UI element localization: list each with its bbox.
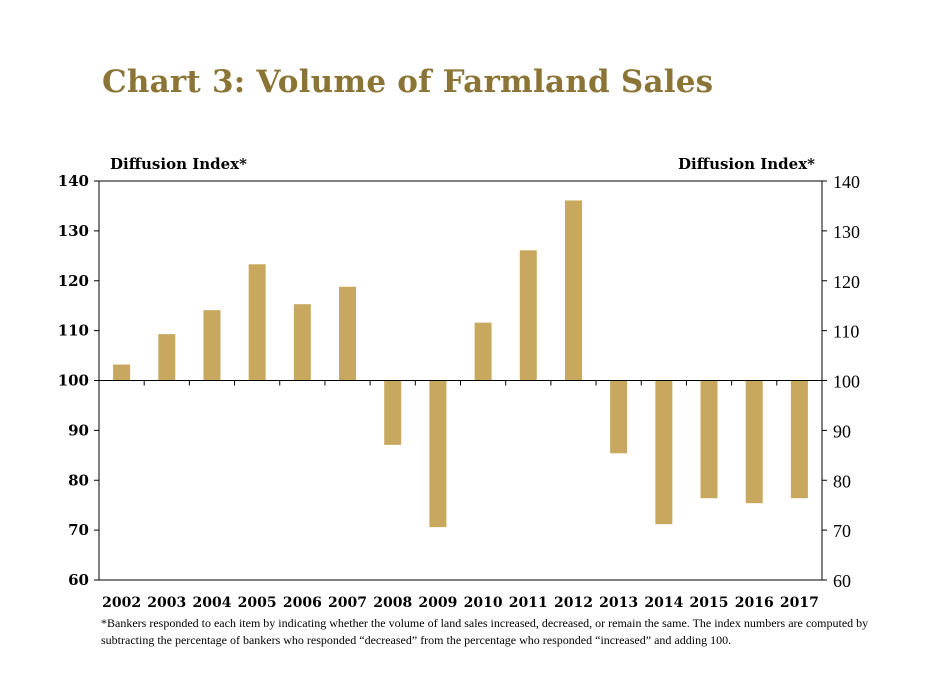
bar-2015 (700, 380, 718, 499)
x-tick-label-2002: 2002 (102, 595, 141, 611)
y-tick-label-right: 120 (833, 272, 860, 292)
y-tick-label-right: 70 (833, 521, 851, 541)
bar-2013 (610, 380, 628, 454)
y-tick-label-left: 130 (58, 222, 89, 240)
x-tick-label-2008: 2008 (373, 595, 412, 611)
y-tick-label-right: 140 (833, 172, 860, 192)
y-tick-label-left: 110 (58, 322, 89, 340)
footnote: *Bankers responded to each item by indic… (101, 616, 869, 647)
y-tick-label-left: 90 (68, 421, 89, 439)
x-tick-label-2006: 2006 (283, 595, 322, 611)
y-tick-label-right: 60 (833, 571, 851, 591)
right-axis-title: Diffusion Index* (678, 155, 815, 173)
y-tick-label-right: 90 (833, 421, 851, 441)
bar-2006 (293, 304, 311, 381)
x-tick-label-2011: 2011 (509, 595, 548, 611)
y-tick-label-right: 100 (833, 372, 860, 392)
x-tick-label-2005: 2005 (238, 595, 277, 611)
x-tick-label-2013: 2013 (599, 595, 638, 611)
bar-2007 (339, 286, 357, 381)
y-tick-label-right: 110 (833, 322, 859, 342)
x-tick-label-2003: 2003 (147, 595, 186, 611)
y-tick-label-right: 130 (833, 222, 860, 242)
bar-2012 (564, 200, 582, 381)
bar-2003 (158, 334, 176, 381)
y-tick-label-left: 60 (68, 571, 89, 589)
bar-2002 (113, 364, 131, 381)
bar-2009 (429, 380, 447, 528)
bar-2017 (790, 380, 808, 499)
bar-2005 (248, 264, 266, 381)
x-tick-label-2014: 2014 (644, 595, 683, 611)
chart-title: Chart 3: Volume of Farmland Sales (102, 64, 714, 100)
left-axis-title: Diffusion Index* (110, 155, 247, 173)
bar-2008 (384, 380, 402, 445)
bar-2011 (519, 250, 537, 381)
y-tick-label-left: 100 (58, 372, 89, 390)
y-tick-label-left: 80 (68, 471, 89, 489)
x-tick-label-2012: 2012 (554, 595, 593, 611)
x-tick-label-2016: 2016 (735, 595, 774, 611)
x-tick-label-2004: 2004 (192, 595, 231, 611)
x-tick-label-2009: 2009 (418, 595, 457, 611)
y-tick-label-left: 140 (58, 172, 89, 190)
bar-2004 (203, 310, 221, 381)
bar-2010 (474, 322, 492, 381)
bar-2014 (655, 380, 673, 525)
x-tick-label-2007: 2007 (328, 595, 367, 611)
y-tick-label-left: 120 (58, 272, 89, 290)
x-tick-label-2015: 2015 (690, 595, 729, 611)
y-tick-label-right: 80 (833, 471, 851, 491)
x-tick-label-2010: 2010 (464, 595, 503, 611)
x-tick-label-2017: 2017 (780, 595, 819, 611)
bar-2016 (745, 380, 763, 504)
y-tick-label-left: 70 (68, 521, 89, 539)
